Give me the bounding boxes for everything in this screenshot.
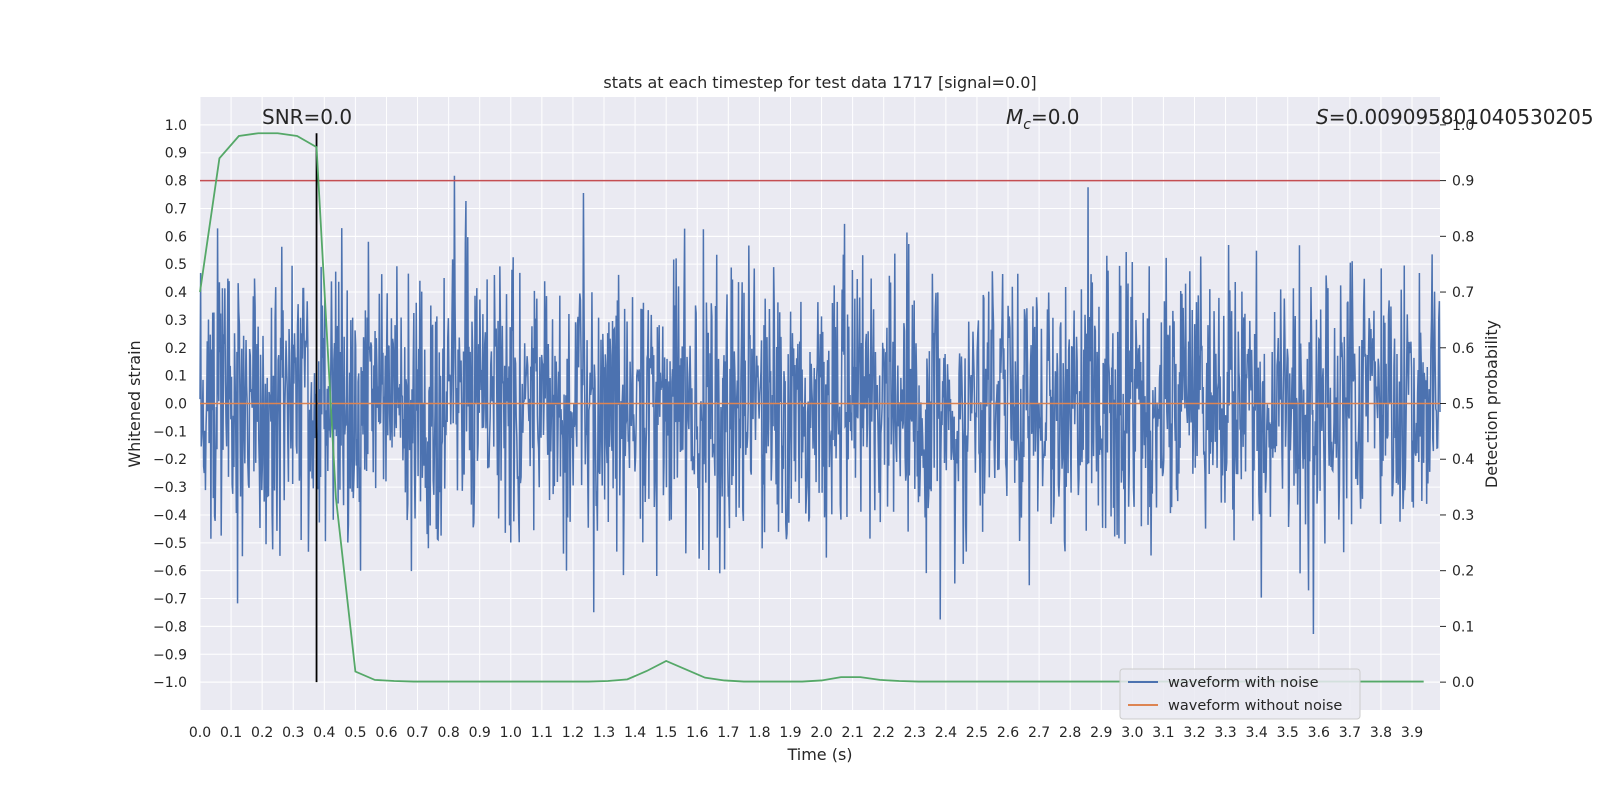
chirp-mass-annotation: Mc=0.0 <box>1006 105 1080 133</box>
x-tick-label: 2.9 <box>1090 725 1112 741</box>
x-tick-label: 2.3 <box>904 725 926 741</box>
x-tick-label: 1.4 <box>624 725 646 741</box>
y2-tick-label: 0.7 <box>1452 285 1474 301</box>
noise-waveform-line <box>199 175 1441 635</box>
x-tick-label: 1.8 <box>748 725 770 741</box>
y2-tick-label: 0.9 <box>1452 174 1474 190</box>
y-tick-label: −0.3 <box>153 480 187 496</box>
x-tick-label: 0.6 <box>375 725 397 741</box>
x-tick-label: 0.0 <box>189 725 211 741</box>
y-tick-label: −0.9 <box>153 647 187 663</box>
x-axis-label: Time (s) <box>786 745 852 764</box>
x-tick-labels: 0.0 0.1 0.2 0.3 0.4 0.5 0.6 0.7 0.8 0.9 1.0 1.1 1.2 1… <box>189 725 1423 741</box>
x-tick-label: 3.7 <box>1339 725 1361 741</box>
noise-waveform-group <box>199 175 1441 635</box>
y-tick-label: 0.4 <box>165 285 187 301</box>
y-tick-label: 0.8 <box>165 174 187 190</box>
y-axis-label: Whitened strain <box>125 340 144 467</box>
legend: waveform with noise waveform without noi… <box>1119 668 1361 720</box>
y-tick-label: −0.8 <box>153 619 187 635</box>
y2-tick-label: 1.0 <box>1452 118 1474 134</box>
x-tick-label: 1.3 <box>593 725 615 741</box>
y-tick-label: 0.1 <box>165 369 187 385</box>
y-tick-label: 1.0 <box>165 118 187 134</box>
x-tick-label: 0.8 <box>437 725 459 741</box>
y-tick-label: −1.0 <box>153 675 187 691</box>
x-tick-label: 3.1 <box>1152 725 1174 741</box>
y-tick-label: −0.6 <box>153 564 187 580</box>
y2-tick-label: 0.1 <box>1452 619 1474 635</box>
x-tick-label: 0.9 <box>469 725 491 741</box>
x-tick-label: 1.0 <box>500 725 522 741</box>
y2-tick-labels: 0.0 0.1 0.2 0.3 0.4 0.5 0.6 0.7 0.8 0.9 1.0 <box>1440 118 1474 691</box>
x-tick-label: 0.5 <box>344 725 366 741</box>
x-tick-label: 1.7 <box>717 725 739 741</box>
x-tick-label: 2.1 <box>841 725 863 741</box>
legend-label-noise: waveform with noise <box>1168 675 1319 691</box>
y2-tick-label: 0.4 <box>1452 452 1474 468</box>
x-tick-label: 3.4 <box>1246 725 1268 741</box>
x-tick-label: 2.8 <box>1059 725 1081 741</box>
x-tick-label: 0.3 <box>282 725 304 741</box>
y2-tick-label: 0.6 <box>1452 341 1474 357</box>
y-tick-label: 0.6 <box>165 229 187 245</box>
y-tick-label: −0.2 <box>153 452 187 468</box>
x-tick-label: 1.1 <box>531 725 553 741</box>
x-tick-label: 0.4 <box>313 725 335 741</box>
y-tick-label: −0.4 <box>153 508 187 524</box>
y2-tick-label: 0.3 <box>1452 508 1474 524</box>
snr-annotation: SNR=0.0 <box>262 105 352 129</box>
y2-tick-label: 0.0 <box>1452 675 1474 691</box>
y-tick-labels: 1.0 0.9 0.8 0.7 0.6 0.5 0.4 0.3 0.2 0.1 0.0 −0.1 −0.… <box>153 118 187 691</box>
y-tick-label: −0.1 <box>153 424 187 440</box>
y-tick-label: −0.7 <box>153 592 187 608</box>
x-tick-label: 2.4 <box>935 725 957 741</box>
x-tick-label: 2.5 <box>966 725 988 741</box>
y2-axis-label: Detection probability <box>1482 320 1501 488</box>
y-tick-label: 0.3 <box>165 313 187 329</box>
y2-tick-label: 0.5 <box>1452 397 1474 413</box>
x-tick-label: 3.8 <box>1370 725 1392 741</box>
x-tick-label: 1.2 <box>562 725 584 741</box>
x-tick-label: 3.6 <box>1308 725 1330 741</box>
y-tick-label: 0.7 <box>165 201 187 217</box>
x-tick-label: 1.9 <box>779 725 801 741</box>
y-tick-label: 0.2 <box>165 341 187 357</box>
y-tick-label: 0.9 <box>165 146 187 162</box>
x-tick-label: 0.7 <box>406 725 428 741</box>
x-tick-label: 1.5 <box>655 725 677 741</box>
x-tick-label: 3.9 <box>1401 725 1423 741</box>
x-tick-label: 3.5 <box>1277 725 1299 741</box>
s-annotation: S=0.009095801040530205 <box>1316 105 1594 129</box>
y-tick-label: −0.5 <box>153 536 187 552</box>
x-tick-label: 0.1 <box>220 725 242 741</box>
x-tick-label: 3.3 <box>1214 725 1236 741</box>
legend-label-clean: waveform without noise <box>1168 698 1342 714</box>
x-tick-label: 3.0 <box>1121 725 1143 741</box>
y2-tick-label: 0.2 <box>1452 564 1474 580</box>
x-tick-label: 2.0 <box>810 725 832 741</box>
x-tick-label: 2.6 <box>997 725 1019 741</box>
chart-title: stats at each timestep for test data 171… <box>603 73 1036 92</box>
y2-tick-label: 0.8 <box>1452 229 1474 245</box>
y-tick-label: 0.0 <box>165 397 187 413</box>
x-tick-label: 3.2 <box>1183 725 1205 741</box>
x-tick-label: 1.6 <box>686 725 708 741</box>
x-tick-label: 0.2 <box>251 725 273 741</box>
x-tick-label: 2.2 <box>873 725 895 741</box>
legend-box <box>1119 668 1361 720</box>
y-tick-label: 0.5 <box>165 257 187 273</box>
x-tick-label: 2.7 <box>1028 725 1050 741</box>
